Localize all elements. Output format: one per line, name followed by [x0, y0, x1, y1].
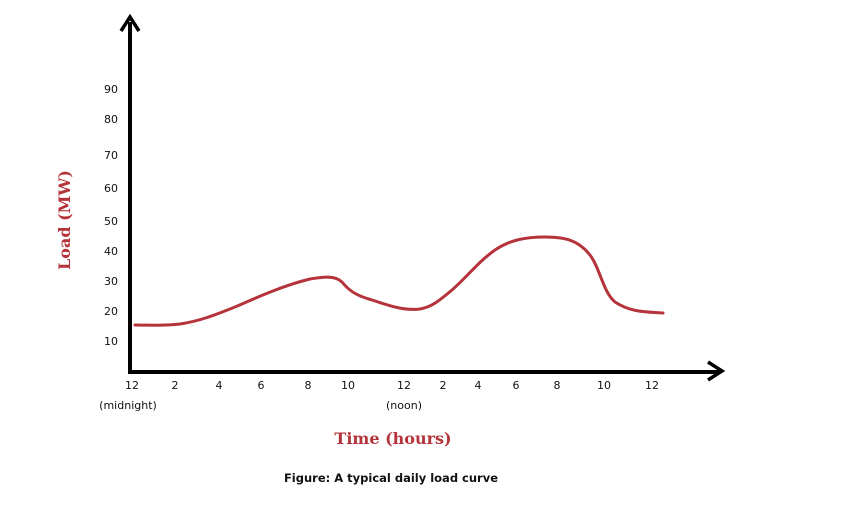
- y-tick-label: 70: [104, 149, 118, 162]
- x-tick-label: 10: [597, 379, 611, 392]
- x-tick-label: 8: [554, 379, 561, 392]
- x-tick-label: 2: [172, 379, 179, 392]
- x-tick-label: 4: [475, 379, 482, 392]
- y-tick-label: 40: [104, 245, 118, 258]
- y-tick-label: 60: [104, 182, 118, 195]
- y-tick-label: 10: [104, 335, 118, 348]
- y-axis-title: Load (MW): [55, 170, 74, 270]
- y-tick-labels: 90 80 70 60 50 40 30 20 10: [104, 83, 118, 348]
- y-axis-arrow-icon: [119, 13, 141, 32]
- x-tick-labels: 12 (midnight) 2 4 6 8 10 12 (noon) 2 4 6 8 10 12: [99, 379, 659, 412]
- figure-caption: Figure: A typical daily load curve: [284, 471, 498, 485]
- y-tick-label: 90: [104, 83, 118, 96]
- axes: [119, 13, 726, 382]
- x-tick-label: 12: [645, 379, 659, 392]
- x-tick-label: 8: [305, 379, 312, 392]
- x-tick-sublabel: (midnight): [99, 399, 157, 412]
- x-tick-label: 4: [216, 379, 223, 392]
- load-curve-line: [133, 235, 665, 327]
- x-tick-label: 10: [341, 379, 355, 392]
- x-tick-sublabel: (noon): [386, 399, 422, 412]
- y-tick-label: 30: [104, 275, 118, 288]
- x-axis-arrow-icon: [707, 360, 726, 382]
- x-tick-label: 6: [513, 379, 520, 392]
- y-tick-label: 80: [104, 113, 118, 126]
- y-tick-label: 20: [104, 305, 118, 318]
- x-tick-label: 12: [397, 379, 411, 392]
- x-tick-label: 2: [440, 379, 447, 392]
- x-tick-label: 12: [125, 379, 139, 392]
- x-tick-label: 6: [258, 379, 265, 392]
- y-tick-label: 50: [104, 215, 118, 228]
- x-axis-title: Time (hours): [334, 429, 451, 448]
